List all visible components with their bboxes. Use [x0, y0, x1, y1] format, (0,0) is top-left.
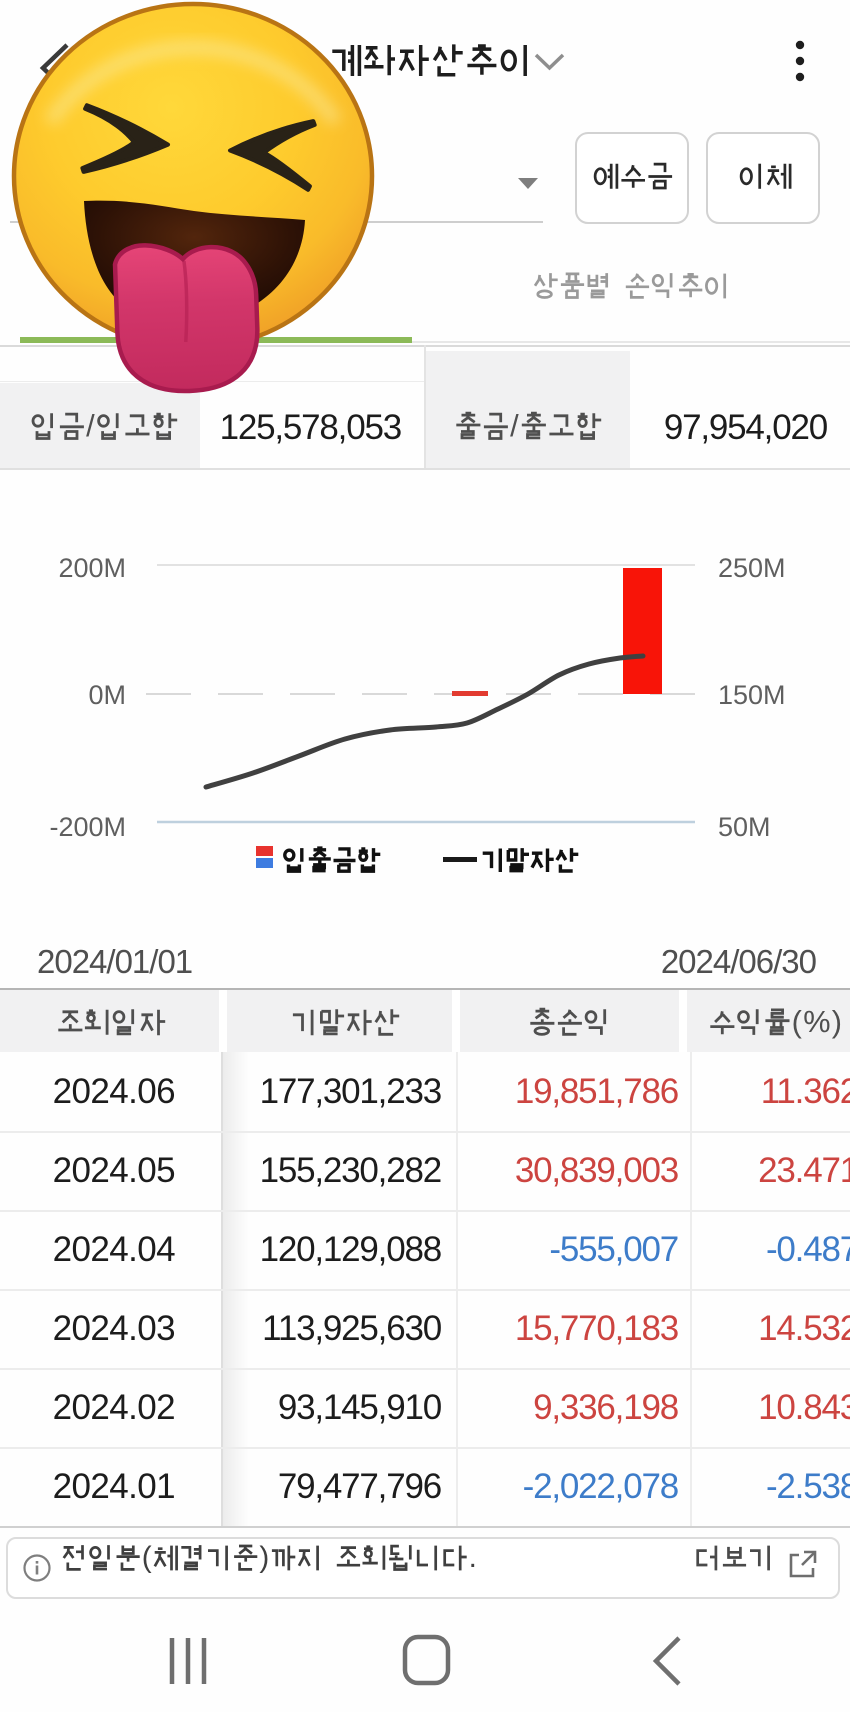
svg-text:): ) — [832, 1004, 842, 1039]
svg-text:): ) — [259, 1541, 269, 1574]
svg-text:/: / — [510, 408, 519, 443]
svg-text:%: % — [803, 1004, 830, 1039]
svg-text:/: / — [86, 408, 95, 443]
svg-text:(: ( — [142, 1541, 152, 1574]
svg-text:.: . — [469, 1541, 477, 1574]
svg-text:(: ( — [792, 1004, 803, 1039]
